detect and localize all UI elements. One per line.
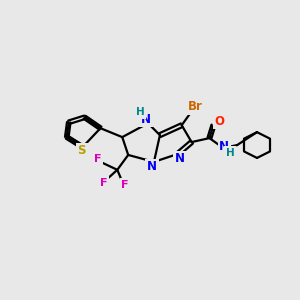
Text: N: N bbox=[147, 160, 157, 173]
Text: S: S bbox=[77, 145, 86, 158]
Text: N: N bbox=[141, 113, 151, 126]
Text: F: F bbox=[122, 180, 129, 190]
Text: O: O bbox=[214, 115, 224, 128]
Text: N: N bbox=[175, 152, 185, 165]
Text: N: N bbox=[219, 140, 229, 152]
Text: Br: Br bbox=[188, 100, 203, 113]
Text: F: F bbox=[100, 178, 107, 188]
Text: H: H bbox=[226, 148, 235, 158]
Text: F: F bbox=[94, 154, 101, 164]
Text: H: H bbox=[136, 107, 145, 117]
